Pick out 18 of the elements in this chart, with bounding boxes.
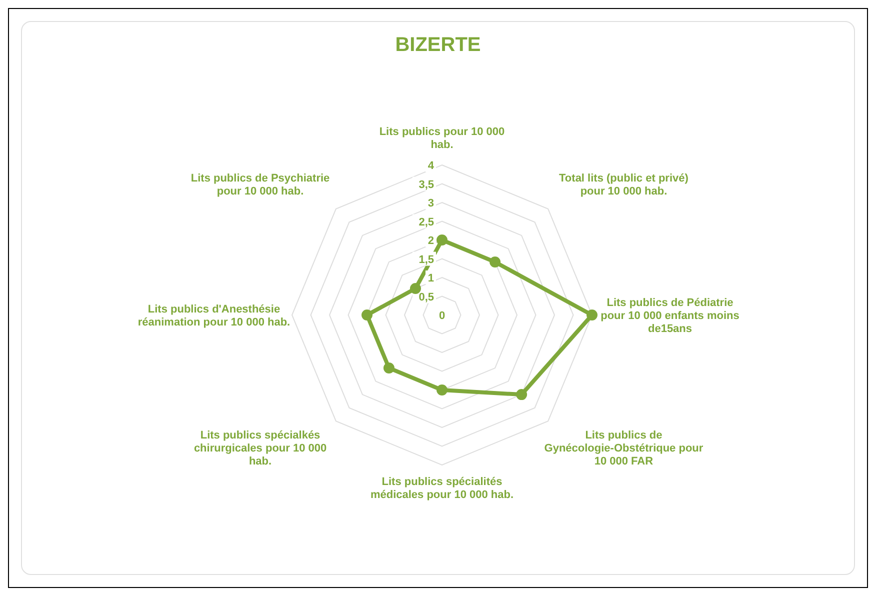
spoke-label: Lits publics de Pédiatrie pour 10 000 enfants moins de15ans — [600, 297, 740, 335]
spoke-label: Lits publics de Gynécologie-Obstétrique pour 10 000 FAR — [544, 430, 704, 468]
spoke-label: Lits publics spécialités médicales pour 10 000 hab. — [370, 476, 514, 501]
chart-title: BIZERTE — [394, 33, 482, 57]
spoke-label: Lits publics pour 10 000 hab. — [379, 126, 505, 151]
y-tick-label: 1 — [428, 272, 434, 284]
spoke-label: Total lits (public et privé) pour 10 000 hab. — [559, 172, 689, 198]
y-tick-label: 3,5 — [418, 178, 434, 191]
spoke-label: Lits publics de Psychiatrie pour 10 000 hab. — [190, 172, 330, 198]
y-tick-label: 3 — [428, 198, 434, 210]
spoke-label: Lits publics spécialkés chirurgicales pour 10 000 hab. — [194, 430, 327, 468]
y-tick-label: 0,5 — [418, 291, 434, 304]
y-tick-label: 2,5 — [418, 216, 434, 228]
spoke-label: Lits publics d'Anesthésie réanimation pour 10 000 hab. — [138, 304, 290, 328]
y-tick-label: 0 — [438, 310, 446, 322]
y-tick-label: 1,5 — [418, 254, 434, 266]
y-tick-label: 2 — [428, 235, 434, 247]
y-tick-label: 4 — [428, 160, 435, 172]
